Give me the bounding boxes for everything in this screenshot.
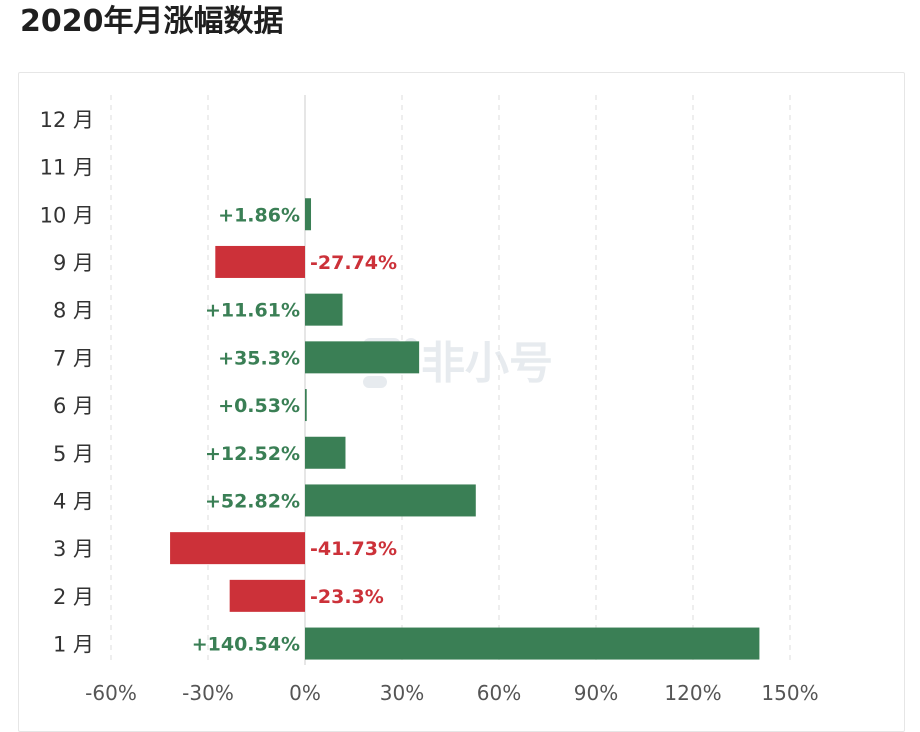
bars	[170, 198, 760, 660]
data-label: -41.73%	[310, 538, 397, 560]
category-label: 8 月	[53, 299, 94, 323]
bar	[170, 532, 305, 565]
x-tick-label: 30%	[380, 681, 424, 705]
category-label: 5 月	[53, 442, 94, 466]
x-tick-label: -30%	[182, 681, 234, 705]
bar	[215, 245, 305, 278]
watermark-text: 非小号	[421, 338, 553, 389]
data-label: +140.54%	[192, 634, 300, 656]
bar	[305, 341, 420, 374]
x-tick-label: 60%	[477, 681, 521, 705]
chart-card: 非小号 +140.54% -23.3% -41.73% +52.82% +12.52% +…	[18, 72, 905, 732]
category-label: 4 月	[53, 489, 94, 513]
page-title: 2020年月涨幅数据	[20, 4, 284, 39]
monthly-change-bar-chart: 非小号 +140.54%-23.3%-41.73%+52.82%+12.52%+…	[40, 95, 819, 705]
data-label: +52.82%	[205, 490, 300, 512]
category-label: 3 月	[53, 537, 94, 561]
data-label: +11.61%	[205, 300, 300, 322]
category-labels: 1 月 2 月 3 月 4 月 5 月 6 月 7 月 8 月 9 月 10 月 11 月 12 月	[40, 108, 94, 657]
category-label: 9 月	[53, 251, 94, 275]
data-label: +1.86%	[218, 204, 300, 226]
category-label: 7 月	[53, 346, 94, 370]
category-label: 10 月	[40, 203, 94, 227]
data-label: +0.53%	[218, 395, 300, 417]
category-label: 11 月	[40, 156, 94, 180]
x-axis-tick-labels: -60% -30% 0% 30% 60% 90% 120% 150%	[85, 681, 818, 705]
bar	[305, 389, 307, 422]
category-label: 6 月	[53, 394, 94, 418]
bar	[305, 484, 476, 517]
x-tick-label: -60%	[85, 681, 137, 705]
data-label: +35.3%	[218, 347, 300, 369]
bar	[305, 293, 343, 326]
x-tick-label: 90%	[574, 681, 618, 705]
bar	[305, 627, 760, 660]
data-label: -27.74%	[310, 252, 397, 274]
category-label: 12 月	[40, 108, 94, 132]
data-label: -23.3%	[310, 586, 384, 608]
category-label: 1 月	[53, 633, 94, 657]
x-tick-label: 0%	[289, 681, 321, 705]
bar	[229, 579, 305, 612]
category-label: 2 月	[53, 585, 94, 609]
bar	[305, 198, 312, 231]
x-tick-label: 150%	[761, 681, 818, 705]
bar	[305, 436, 346, 469]
data-label: +12.52%	[205, 443, 300, 465]
x-tick-label: 120%	[664, 681, 721, 705]
data-labels: +140.54% -23.3% -41.73% +52.82% +12.52% +0.53…	[192, 204, 397, 655]
grid-lines	[110, 95, 791, 665]
